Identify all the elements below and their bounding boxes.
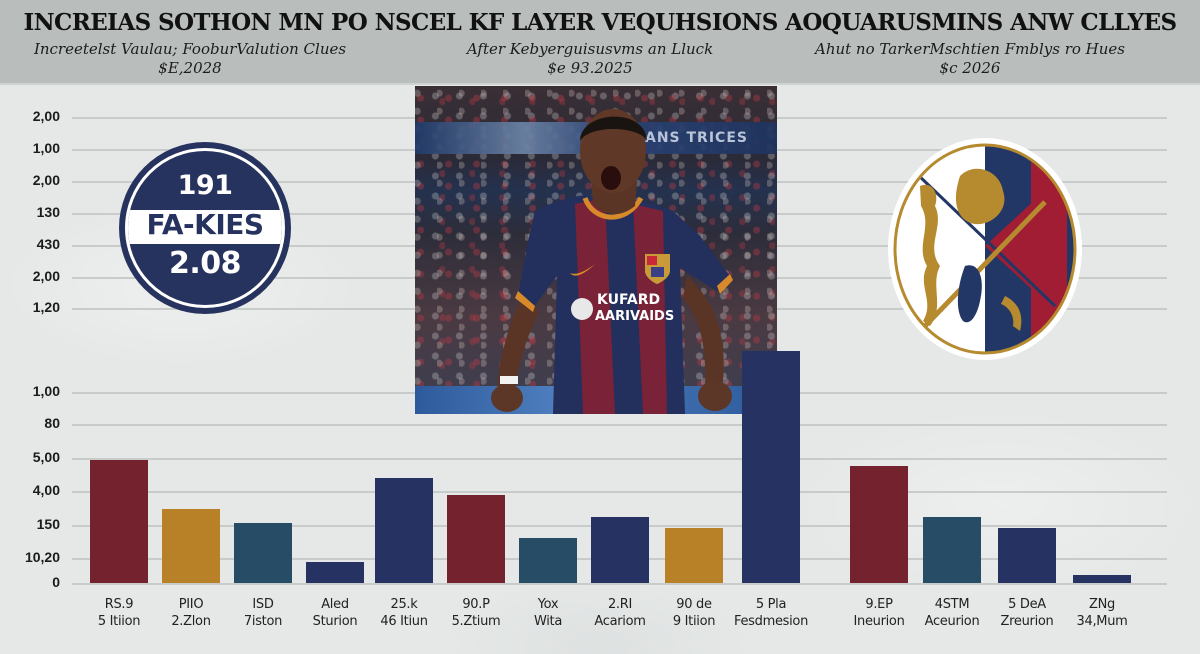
bar-category-label: RS.9 5 Itiion (97, 597, 141, 629)
subtitle-2026: Ahut no TarkerMschtien Fmblys ro Hues $c… (780, 40, 1160, 78)
bar-category-label: 90.P 5.Ztium (451, 597, 501, 629)
bar (923, 517, 981, 583)
lower-axis-gridline (72, 583, 1167, 585)
lower-axis-tick-label: 10,20 (24, 549, 60, 565)
subtitle-year: $c 2026 (939, 59, 1001, 77)
subtitle-year: $E,2028 (158, 59, 222, 77)
upper-axis-tick-label: 1,20 (32, 299, 60, 315)
bar (742, 351, 800, 583)
bar-category-label: ZNg 34,Mum (1076, 597, 1128, 629)
bar (447, 495, 505, 583)
club-badge-left: 191 FA-KIES 2.08 (119, 142, 291, 314)
badge-name: FA-KIES (146, 208, 264, 241)
bar-category-label: 9.EP Ineurion (853, 597, 905, 629)
subtitle-2025: After Kebyerguisusvms an Lluck $e 93.202… (430, 40, 750, 78)
bar (519, 538, 577, 583)
club-crest-right (888, 138, 1082, 360)
player-photo: ANS TRICES KUFARD AARIVAIDS (415, 86, 777, 414)
bar (591, 517, 649, 583)
bar-category-label: Yox Wita (533, 597, 563, 629)
lower-axis-tick-label: 1,00 (32, 383, 60, 399)
bar (1073, 575, 1131, 583)
bar-category-label: 90 de 9 Itiion (672, 597, 716, 629)
lower-axis-tick-label: 80 (44, 415, 60, 431)
bar-category-label: 5 DeA Zreurion (1000, 597, 1054, 629)
bar-category-label: PIIO 2.Zlon (171, 597, 211, 629)
bar (375, 478, 433, 583)
lower-axis-tick-label: 5,00 (32, 449, 60, 465)
page-title: INCREIAS SOTHON MN PO NSCEL KF LAYER VEQ… (23, 9, 1177, 36)
lower-axis-gridline (72, 491, 1167, 493)
upper-axis-tick-label: 2,00 (32, 108, 60, 124)
bar (850, 466, 908, 583)
lower-axis-tick-label: 0 (52, 574, 60, 590)
bar (234, 523, 292, 583)
bar (90, 460, 148, 583)
badge-band (128, 210, 282, 244)
upper-axis-tick-label: 430 (36, 236, 60, 252)
lower-axis-tick-label: 4,00 (32, 482, 60, 498)
subtitle-text: Ahut no TarkerMschtien Fmblys ro Hues (814, 40, 1125, 58)
bar-category-label: ISD 7iston (243, 597, 283, 629)
bar (665, 528, 723, 583)
player-figure-icon: KUFARD AARIVAIDS (491, 109, 733, 414)
badge-value: 2.08 (168, 246, 242, 281)
header-band: INCREIAS SOTHON MN PO NSCEL KF LAYER VEQ… (0, 0, 1200, 85)
bar (998, 528, 1056, 583)
upper-axis-tick-label: 130 (36, 204, 60, 220)
svg-text:AARIVAIDS: AARIVAIDS (595, 309, 674, 324)
svg-text:KUFARD: KUFARD (597, 292, 660, 308)
lower-axis-gridline (72, 424, 1167, 426)
lower-axis-gridline (72, 458, 1167, 460)
upper-axis-tick-label: 2,00 (32, 172, 60, 188)
bar-category-label: Aled Sturion (312, 597, 358, 629)
subtitle-text: After Kebyerguisusvms an Lluck (466, 40, 714, 58)
bar (162, 509, 220, 583)
subtitle-2028: Increetelst Vaulau; FooburValution Clues… (30, 40, 350, 78)
bar-category-label: 4STM Aceurion (924, 597, 980, 629)
subtitle-year: $e 93.2025 (547, 59, 633, 77)
bar-category-label: 2.RI Acariom (594, 597, 646, 629)
banner-text: ANS TRICES (645, 130, 748, 146)
badge-ring (125, 148, 285, 308)
bar (306, 562, 364, 583)
badge-number: 191 (177, 170, 233, 201)
upper-axis-tick-label: 1,00 (32, 140, 60, 156)
bar-category-label: 25.k 46 Itiun (380, 597, 428, 629)
lower-axis-tick-label: 150 (36, 516, 60, 532)
upper-axis-tick-label: 2,00 (32, 268, 60, 284)
subtitle-text: Increetelst Vaulau; FooburValution Clues (33, 40, 347, 58)
bar-category-label: 5 Pla Fesdmesion (733, 597, 809, 629)
